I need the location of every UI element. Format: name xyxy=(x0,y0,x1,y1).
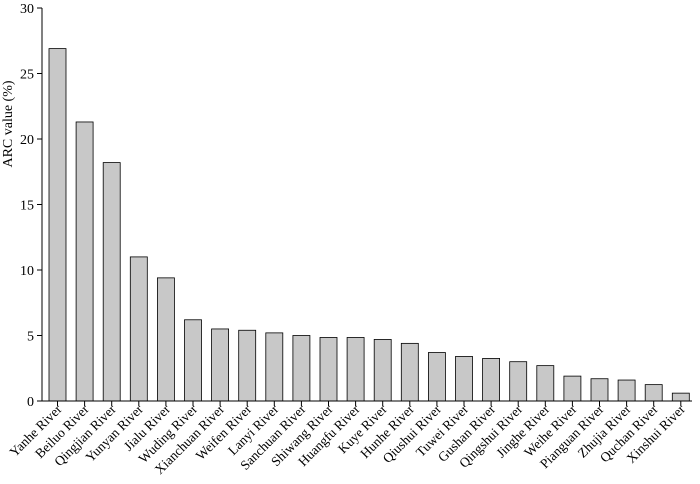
y-tick-label: 10 xyxy=(20,264,34,279)
bar xyxy=(102,162,121,402)
bar xyxy=(563,375,582,402)
bar xyxy=(211,328,230,402)
bar xyxy=(482,358,501,402)
y-tick-label: 5 xyxy=(27,330,34,345)
bar xyxy=(617,379,636,402)
bar xyxy=(455,356,473,402)
bar xyxy=(265,332,284,402)
bar xyxy=(129,256,148,402)
bar xyxy=(427,352,446,402)
y-axis-ticks: 0 5 10 15 20 25 30 xyxy=(20,2,42,410)
y-tick-label: 15 xyxy=(20,199,34,214)
y-axis-label: ARC value (%) xyxy=(1,80,16,167)
bar xyxy=(184,319,202,402)
bar xyxy=(590,378,609,402)
bar xyxy=(156,277,175,402)
bar xyxy=(75,121,94,402)
bar xyxy=(238,329,257,402)
bar xyxy=(319,337,338,402)
bar xyxy=(671,392,690,402)
y-tick-label: 25 xyxy=(20,68,34,83)
bar xyxy=(292,335,311,402)
bar xyxy=(373,339,392,402)
bar xyxy=(48,48,67,402)
y-tick-label: 20 xyxy=(20,133,34,148)
bar xyxy=(536,365,555,402)
y-tick-label: 30 xyxy=(20,2,34,17)
bar xyxy=(509,361,528,402)
bars-group xyxy=(48,48,690,402)
bar xyxy=(644,384,663,402)
bar xyxy=(400,342,419,402)
y-tick-label: 0 xyxy=(27,395,34,410)
bar xyxy=(346,337,365,402)
